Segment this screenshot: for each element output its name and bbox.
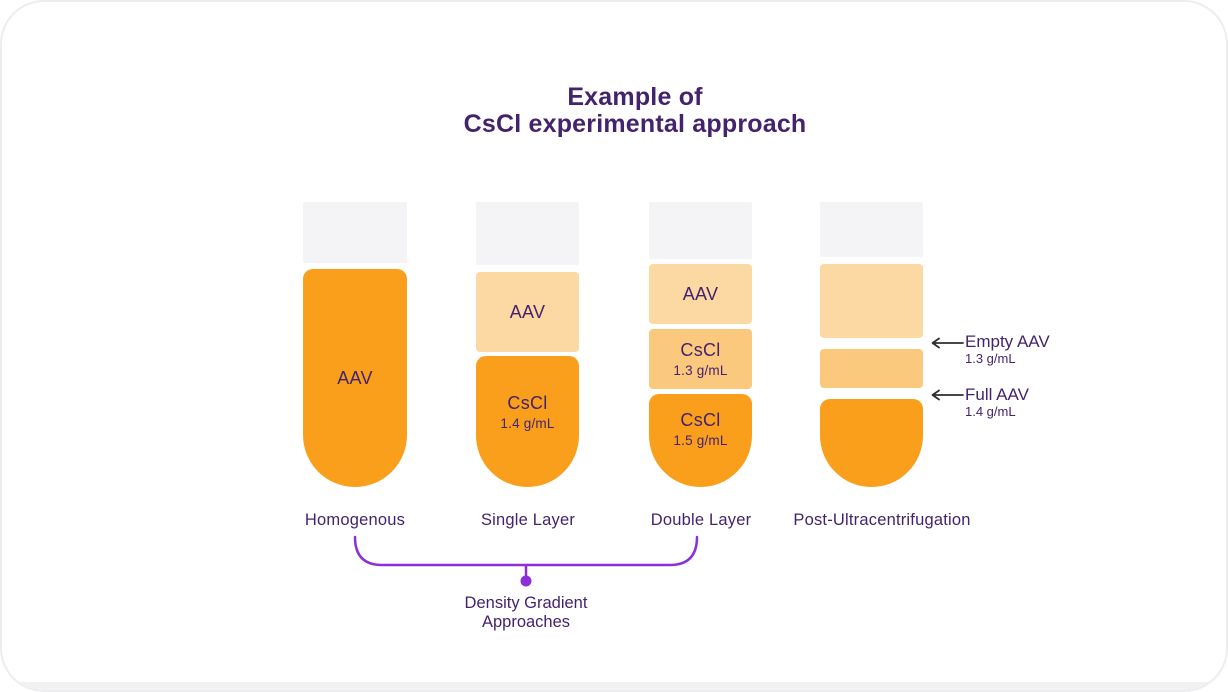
layer-label: CsCl (680, 409, 721, 430)
layer-density: 1.3 g/mL (673, 363, 728, 378)
annotation-full-aav: Full AAV 1.4 g/mL (965, 385, 1029, 419)
title-line-2: CsCl experimental approach (463, 110, 807, 138)
page-title: Example of CsCl experimental approach (464, 84, 807, 138)
tube-label-double-layer: Double Layer (650, 511, 752, 529)
bracket-label: Density Gradient Approaches (465, 594, 588, 632)
annotation-density: 1.3 g/mL (965, 351, 1016, 366)
layer-label: AAV (337, 367, 373, 388)
layer-cscl-1-4: CsCl 1.4 g/mL (476, 356, 579, 487)
layer-cscl-1-3: CsCl 1.3 g/mL (649, 329, 752, 389)
tube-homogenous: AAV (303, 202, 407, 487)
layer-density: 1.4 g/mL (500, 416, 555, 431)
layer-label: AAV (509, 301, 546, 322)
bottom-edge-strip (2, 682, 1226, 690)
layer-aav: AAV (649, 264, 752, 324)
tube-headspace (476, 202, 579, 265)
tube-post-ultracentrifugation (820, 202, 923, 487)
tube-label-post-ultracentrifugation: Post-Ultracentrifugation (793, 511, 971, 529)
annotation-density: 1.4 g/mL (965, 404, 1016, 419)
arrow-left-icon (931, 337, 964, 349)
layer-label: CsCl (507, 393, 548, 413)
layer-density: 1.5 g/mL (673, 432, 728, 448)
bracket-label-line-2: Approaches (481, 613, 571, 631)
tube-double-layer: AAV CsCl 1.3 g/mL CsCl 1.5 g/mL (649, 202, 752, 487)
title-line-1: Example of (567, 83, 703, 111)
tube-single-layer: AAV CsCl 1.4 g/mL (476, 202, 579, 487)
band-supernatant (820, 264, 923, 338)
tube-headspace (820, 202, 923, 257)
annotation-empty-aav: Empty AAV 1.3 g/mL (965, 332, 1050, 366)
layer-aav: AAV (476, 272, 579, 352)
tube-headspace (649, 202, 752, 259)
arrow-left-icon (931, 389, 964, 401)
band-full-aav (820, 399, 923, 487)
band-empty-aav (820, 349, 923, 388)
annotation-label: Full AAV (965, 385, 1029, 404)
layer-cscl-1-5: CsCl 1.5 g/mL (649, 394, 752, 487)
brace-connector (353, 535, 699, 587)
layer-label: AAV (682, 283, 719, 304)
annotation-label: Empty AAV (965, 332, 1050, 351)
tube-label-homogenous: Homogenous (304, 511, 406, 529)
bracket-label-line-1: Density Gradient (464, 594, 588, 612)
tube-label-single-layer: Single Layer (480, 511, 576, 529)
layer-label: CsCl (680, 340, 721, 360)
tube-headspace (303, 202, 407, 263)
layer-aav-homogenous: AAV (303, 269, 407, 487)
